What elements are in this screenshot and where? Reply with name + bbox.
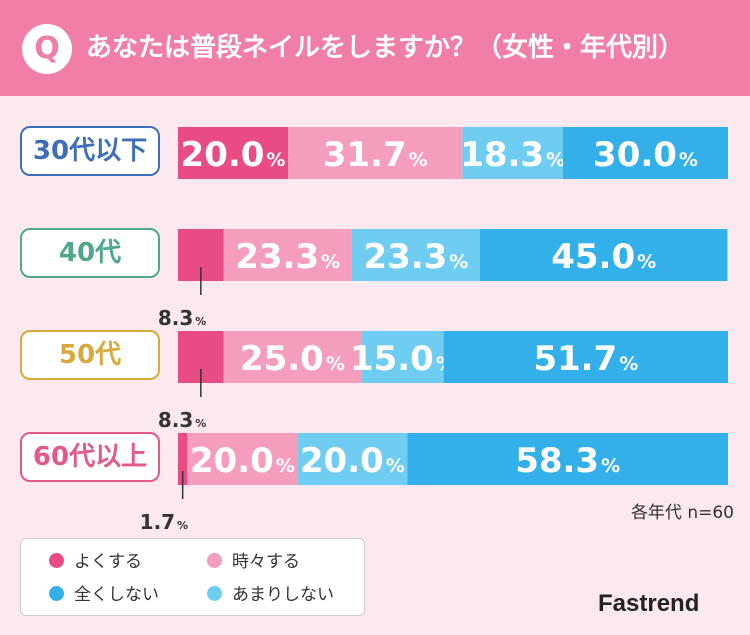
data-label: 45.0% (551, 237, 656, 277)
legend-item: あまりしない (207, 583, 334, 607)
data-label: 20.0% (300, 441, 405, 481)
bar-segment (223, 229, 352, 281)
legend-swatch (207, 552, 222, 568)
data-label: 31.7% (323, 135, 428, 175)
legend-item: 全くしない (49, 583, 159, 607)
data-label: 30.0% (593, 135, 698, 175)
data-label: 23.3% (235, 237, 340, 277)
data-label: 8.3% (158, 408, 206, 432)
data-label: 8.3% (158, 306, 206, 330)
bar-segment (178, 127, 288, 179)
category-label: 30代以下 (20, 126, 160, 176)
bar-segment (297, 433, 408, 485)
sample-size-note: 各年代 n=60 (630, 503, 734, 523)
data-label: 51.7% (533, 339, 638, 379)
bar-segment (351, 229, 480, 281)
legend-label: よくする (74, 552, 142, 572)
bar-segment (187, 433, 298, 485)
legend-label: 全くしない (74, 585, 159, 605)
bar-segment (462, 127, 563, 179)
bar-segment (288, 127, 463, 179)
data-label: 20.0% (190, 441, 295, 481)
data-label: 58.3% (515, 441, 620, 481)
legend-swatch (207, 585, 222, 601)
legend-item: 時々する (207, 550, 300, 574)
legend-swatch (49, 552, 64, 568)
bar-segment (407, 433, 728, 485)
data-label: 18.3% (460, 135, 565, 175)
category-label: 50代 (20, 330, 160, 380)
data-label: 23.3% (363, 237, 468, 277)
category-label: 40代 (20, 228, 160, 278)
category-label: 60代以上 (20, 432, 160, 482)
data-label: 25.0% (240, 339, 345, 379)
legend-item: よくする (49, 550, 142, 574)
data-label: 20.0% (181, 135, 286, 175)
data-label: 1.7% (140, 510, 188, 534)
legend-label: 時々する (232, 552, 300, 572)
q-badge: Q (22, 24, 72, 74)
bar-segment (223, 331, 362, 383)
bar-segment (443, 331, 728, 383)
chart-title: あなたは普段ネイルをしますか？（女性・年代別） (86, 33, 685, 63)
legend-label: あまりしない (232, 585, 334, 605)
legend: よくする 時々する 全くしない あまりしない (20, 538, 365, 616)
bar-segment (563, 127, 728, 179)
brand-logo: Fastrend (598, 590, 700, 617)
bar-segment (479, 229, 728, 281)
bar-segment (361, 331, 444, 383)
legend-swatch (49, 585, 64, 601)
title-banner: Q あなたは普段ネイルをしますか？（女性・年代別） (0, 0, 750, 96)
bar-segment (178, 433, 188, 485)
